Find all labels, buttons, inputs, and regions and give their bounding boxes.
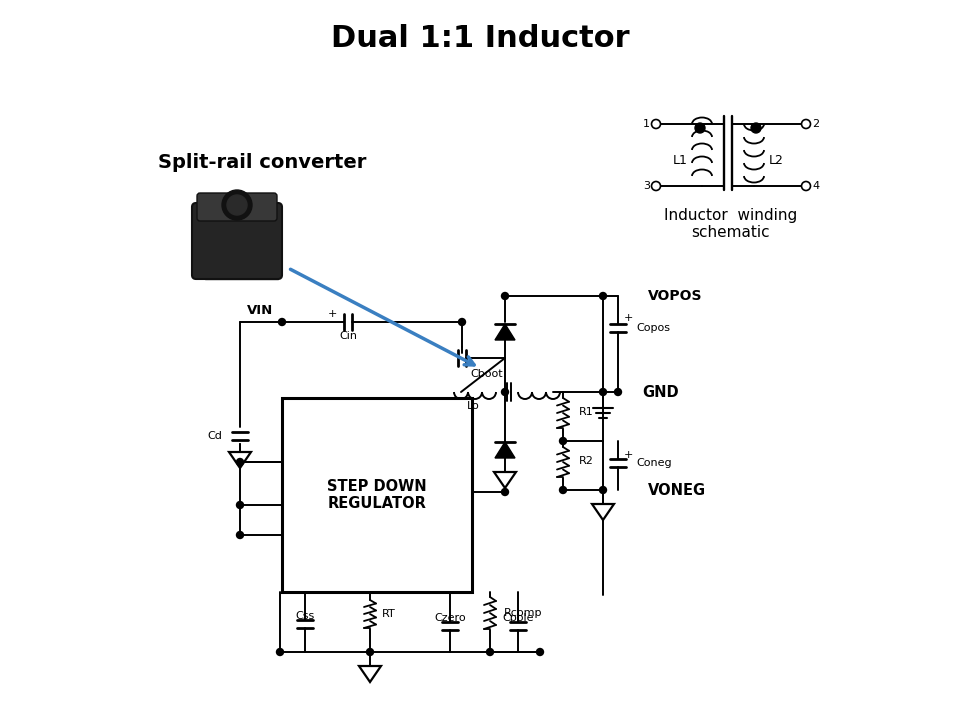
Polygon shape	[494, 472, 516, 488]
Polygon shape	[495, 324, 515, 340]
Circle shape	[236, 531, 244, 539]
Text: Lo: Lo	[467, 401, 479, 411]
Circle shape	[751, 123, 761, 133]
Circle shape	[501, 292, 509, 300]
Text: Cd: Cd	[207, 431, 222, 441]
Text: STEP DOWN
REGULATOR: STEP DOWN REGULATOR	[327, 479, 427, 511]
Text: Css: Css	[296, 611, 315, 621]
Text: 2: 2	[812, 119, 819, 129]
Text: +: +	[624, 313, 634, 323]
Circle shape	[459, 318, 466, 325]
Circle shape	[501, 389, 509, 395]
FancyBboxPatch shape	[197, 193, 277, 221]
Polygon shape	[229, 452, 251, 468]
Circle shape	[222, 190, 252, 220]
FancyBboxPatch shape	[192, 203, 282, 279]
Circle shape	[278, 318, 285, 325]
Text: GND: GND	[642, 384, 679, 400]
Circle shape	[802, 181, 810, 191]
Circle shape	[227, 195, 247, 215]
Circle shape	[560, 487, 566, 493]
Polygon shape	[359, 666, 381, 682]
Text: Cin: Cin	[339, 331, 357, 341]
Text: Cboot: Cboot	[470, 369, 503, 379]
Text: Coneg: Coneg	[636, 458, 672, 468]
Text: 3: 3	[643, 181, 650, 191]
Text: VIN: VIN	[247, 304, 274, 317]
Text: L1: L1	[673, 153, 687, 166]
Circle shape	[802, 120, 810, 128]
Circle shape	[599, 487, 607, 493]
Circle shape	[599, 389, 607, 395]
Text: Czero: Czero	[434, 613, 466, 623]
Circle shape	[652, 181, 660, 191]
Polygon shape	[592, 504, 614, 520]
Circle shape	[236, 502, 244, 508]
Circle shape	[487, 649, 493, 655]
Text: VOPOS: VOPOS	[648, 289, 703, 303]
Circle shape	[560, 438, 566, 444]
Text: Dual 1:1 Inductor: Dual 1:1 Inductor	[330, 24, 630, 53]
Circle shape	[599, 292, 607, 300]
Text: R1: R1	[579, 407, 593, 417]
Text: R2: R2	[579, 456, 594, 466]
Circle shape	[501, 488, 509, 495]
Text: Copos: Copos	[636, 323, 670, 333]
Bar	[282, 398, 472, 592]
Circle shape	[537, 649, 543, 655]
Text: +: +	[327, 309, 337, 319]
Text: 4: 4	[812, 181, 819, 191]
Text: 1: 1	[643, 119, 650, 129]
Text: +: +	[624, 450, 634, 460]
Circle shape	[614, 389, 621, 395]
Text: L2: L2	[769, 153, 783, 166]
Circle shape	[276, 649, 283, 655]
Circle shape	[695, 123, 705, 133]
Text: Split-rail converter: Split-rail converter	[157, 153, 366, 171]
Circle shape	[652, 120, 660, 128]
Circle shape	[367, 649, 373, 655]
Circle shape	[236, 459, 244, 466]
Text: Inductor  winding
schematic: Inductor winding schematic	[664, 208, 798, 240]
Text: VONEG: VONEG	[648, 482, 707, 498]
Polygon shape	[495, 442, 515, 458]
FancyBboxPatch shape	[205, 272, 279, 281]
Text: Rcomp: Rcomp	[504, 608, 542, 618]
Text: Cpole: Cpole	[502, 613, 534, 623]
Text: RT: RT	[382, 609, 396, 619]
